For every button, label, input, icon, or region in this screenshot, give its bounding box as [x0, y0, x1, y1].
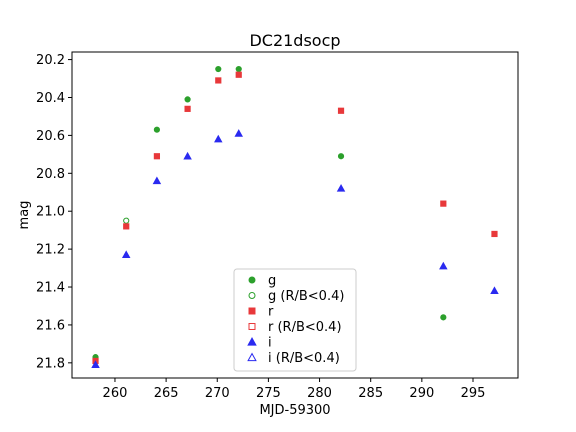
point-circle-0-1 — [153, 126, 161, 133]
legend-label: g (R/B<0.4) — [268, 289, 344, 304]
point-triangle-4-4 — [214, 134, 223, 143]
legend-label: r (R/B<0.4) — [268, 320, 342, 335]
point-square-2-3 — [184, 105, 191, 112]
y-tick-label: 20.6 — [36, 129, 65, 144]
point-triangle-4-5 — [234, 129, 243, 137]
plot-frame — [71, 51, 519, 379]
point-square-2-7 — [440, 200, 447, 207]
point-square-2-4 — [215, 77, 222, 84]
legend-label: i — [268, 336, 272, 351]
legend-box — [233, 268, 357, 372]
legend-marker-2 — [248, 307, 256, 315]
y-tick-label: 21.6 — [36, 318, 65, 333]
legend: gg (R/B<0.4)rr (R/B<0.4)ii (R/B<0.4) — [233, 268, 357, 372]
y-axis-ticks: 20.2 20.4 20.6 20.8 21.0 21.2 21.4 21.6 21.8 — [36, 53, 72, 371]
x-tick-label: 295 — [461, 386, 486, 401]
point-triangle-4-2 — [152, 176, 162, 185]
y-tick-label: 21.2 — [36, 243, 65, 258]
y-tick-label: 21.0 — [36, 205, 65, 220]
data-marks — [91, 65, 499, 368]
point-square-2-1 — [123, 223, 130, 230]
x-axis-label: MJD-59300 — [259, 403, 330, 418]
x-axis-ticks: 260 265 270 275 280 285 290 295 — [103, 378, 486, 401]
y-tick-label: 20.2 — [36, 53, 65, 68]
x-tick-label: 260 — [103, 386, 128, 401]
x-tick-label: 285 — [358, 386, 383, 401]
legend-marker-4 — [247, 337, 257, 346]
x-tick-label: 275 — [256, 386, 281, 401]
legend-marker-0 — [248, 276, 256, 284]
y-tick-label: 21.4 — [36, 281, 65, 296]
point-triangle-4-1 — [121, 250, 131, 259]
point-circle-1-0 — [123, 217, 130, 224]
x-tick-label: 270 — [205, 386, 230, 401]
y-tick-label: 21.8 — [36, 356, 65, 371]
y-axis-label: mag — [17, 201, 32, 230]
x-tick-label: 280 — [307, 386, 332, 401]
legend-marker-5 — [247, 352, 257, 362]
point-circle-0-3 — [215, 65, 222, 73]
legend-label: i (R/B<0.4) — [268, 351, 340, 366]
y-tick-label: 20.4 — [36, 91, 65, 106]
legend-label: r — [268, 305, 274, 320]
x-tick-label: 265 — [154, 386, 179, 401]
legend-marker-3 — [248, 323, 256, 330]
point-circle-0-5 — [337, 153, 345, 160]
point-triangle-4-6 — [336, 184, 346, 192]
legend-marker-1 — [248, 292, 256, 299]
y-tick-label: 20.8 — [36, 167, 65, 182]
point-circle-0-6 — [440, 314, 447, 321]
point-circle-0-4 — [235, 65, 242, 73]
point-square-2-2 — [153, 153, 161, 160]
point-triangle-4-0 — [91, 360, 100, 368]
point-square-2-5 — [235, 71, 242, 78]
point-square-2-8 — [491, 230, 498, 238]
x-tick-label: 290 — [409, 386, 434, 401]
point-circle-0-2 — [184, 96, 191, 103]
point-triangle-4-7 — [439, 261, 448, 270]
legend-label: g — [268, 274, 276, 289]
point-square-2-6 — [337, 107, 345, 114]
point-triangle-4-3 — [183, 151, 192, 160]
point-triangle-4-8 — [490, 286, 499, 295]
chart-title: DC21dsocp — [249, 31, 340, 50]
